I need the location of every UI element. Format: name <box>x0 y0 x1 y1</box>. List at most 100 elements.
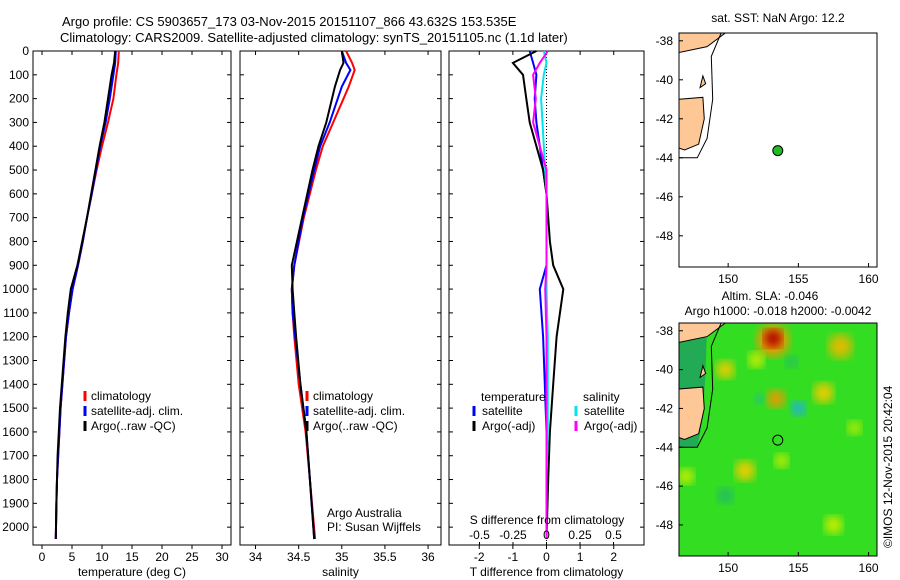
x-tick-label: 0 <box>39 550 46 564</box>
y-tick-label: 2000 <box>2 520 29 534</box>
x-tick-label: 160 <box>859 272 879 286</box>
y-tick-label: -42 <box>656 112 674 126</box>
y-tick-label: 500 <box>9 163 29 177</box>
x-tick-label: 150 <box>718 272 738 286</box>
series-line-argo <box>54 50 117 540</box>
map2-title-line2: Argo h1000: -0.018 h2000: -0.0042 <box>685 304 872 318</box>
y-tick-label: -40 <box>656 73 674 87</box>
y-tick-label: -42 <box>656 401 674 415</box>
land-tasmania <box>679 386 705 441</box>
legend-label: satellite-adj. clim. <box>313 404 405 418</box>
plot-frame <box>32 50 232 546</box>
land-tasmania <box>679 96 705 151</box>
x-tick-label: 160 <box>859 561 879 575</box>
figure-title-line2: Climatology: CARS2009. Satellite-adjuste… <box>60 30 568 45</box>
x-axis-label: salinity <box>322 565 359 579</box>
y-tick-label: 900 <box>9 258 29 272</box>
x-tick-label: 30 <box>215 550 229 564</box>
y-tick-label: 1800 <box>2 473 29 487</box>
y-tick-label: 1500 <box>2 401 29 415</box>
map-map1: 150 155 160 -38 -40 -42 -44 -46 -48 <box>656 32 879 286</box>
sla-anomaly-blob <box>766 389 785 408</box>
sla-anomaly-blob <box>716 360 735 379</box>
y-tick-label: -44 <box>656 440 674 454</box>
legend-label: Argo(-adj) <box>584 419 637 433</box>
y-tick-label: 700 <box>9 211 29 225</box>
sla-anomaly-blob <box>785 355 798 368</box>
legend-label: Argo(..raw -QC) <box>313 419 398 433</box>
sla-anomaly-blob <box>679 468 695 485</box>
map2-title-line1: Altim. SLA: -0.046 <box>722 289 819 303</box>
y-tick-label: 1300 <box>2 353 29 367</box>
x2-tick-label: -0.5 <box>469 528 490 542</box>
legend-title: salinity <box>583 390 620 404</box>
legend-label: satellite-adj. clim. <box>91 404 183 418</box>
sla-anomaly-blob <box>764 329 783 348</box>
legend-label: climatology <box>91 389 151 403</box>
x2-tick-label: 0.5 <box>605 528 622 542</box>
y-tick-label: -48 <box>656 229 674 243</box>
x-tick-label: 36 <box>421 550 435 564</box>
x-axis-label: T difference from climatology <box>470 565 624 579</box>
sla-anomaly-blob <box>748 351 765 368</box>
x-tick-label: 150 <box>718 561 738 575</box>
land-island <box>699 363 707 379</box>
x2-tick-label: 0.25 <box>568 528 592 542</box>
legend-label: satellite <box>584 404 625 418</box>
y-tick-label: -40 <box>656 363 674 377</box>
plot-frame <box>239 50 442 546</box>
y-tick-label: 100 <box>9 68 29 82</box>
sla-anomaly-blob <box>717 487 734 504</box>
x-tick-label: -1 <box>508 550 519 564</box>
y-tick-label: 1000 <box>2 282 29 296</box>
sla-anomaly-blob <box>847 420 862 435</box>
y-tick-label: -38 <box>656 34 674 48</box>
y-tick-label: 600 <box>9 187 29 201</box>
x2-tick-label: -0.25 <box>499 528 527 542</box>
x-tick-label: 0 <box>543 550 550 564</box>
legend-label: climatology <box>313 389 373 403</box>
y-tick-label: 1700 <box>2 449 29 463</box>
x-tick-label: 155 <box>788 272 808 286</box>
series-line-climatology <box>290 50 356 540</box>
legend-title: temperature <box>481 390 546 404</box>
y-tick-label: 800 <box>9 234 29 248</box>
series-line-s-argo-adj- <box>532 50 549 539</box>
sla-anomaly-blob <box>774 453 789 468</box>
y-tick-label: 1100 <box>3 306 29 320</box>
y-tick-label: -38 <box>656 324 674 338</box>
map-frame <box>678 322 878 557</box>
x-tick-label: 35.5 <box>373 550 397 564</box>
x-tick-label: 35 <box>335 550 349 564</box>
x-tick-label: 1 <box>577 550 584 564</box>
legend-label: Argo(..raw -QC) <box>91 419 176 433</box>
land-mainland <box>679 323 727 343</box>
series-line-argo <box>290 50 345 540</box>
x-tick-label: 34 <box>249 550 263 564</box>
x-tick-label: 155 <box>788 561 808 575</box>
y-tick-label: 0 <box>22 44 29 58</box>
x-tick-label: 20 <box>155 550 169 564</box>
y-tick-label: 1400 <box>2 377 29 391</box>
y-tick-label: 200 <box>9 92 29 106</box>
x-tick-label: 15 <box>125 550 139 564</box>
x-tick-label: 10 <box>95 550 109 564</box>
map1-title: sat. SST: NaN Argo: 12.2 <box>711 11 845 25</box>
series-line-satellite-adj-clim- <box>290 50 352 540</box>
y-tick-label: -46 <box>656 190 674 204</box>
map-map2: 150 155 160 -38 -40 -42 -44 -46 -48 <box>656 322 879 575</box>
panel-temperature: 0 5 10 15 20 25 30 temperature (deg C) 0 100 200 30… <box>2 44 232 579</box>
x-tick-label: 25 <box>185 550 199 564</box>
isobath-line <box>679 323 722 448</box>
legend-label: Argo(-adj) <box>482 419 535 433</box>
land-mainland <box>679 33 727 54</box>
x-tick-label: 2 <box>610 550 617 564</box>
figure-title-line1: Argo profile: CS 5903657_173 03-Nov-2015… <box>62 14 517 29</box>
map-content <box>679 33 727 159</box>
panel-difference: -2 -1 0 1 2T difference from climatology temp… <box>448 50 645 579</box>
sla-anomaly-blob <box>791 401 806 416</box>
x-axis-label: temperature (deg C) <box>78 565 186 579</box>
legend-label: satellite <box>482 404 523 418</box>
